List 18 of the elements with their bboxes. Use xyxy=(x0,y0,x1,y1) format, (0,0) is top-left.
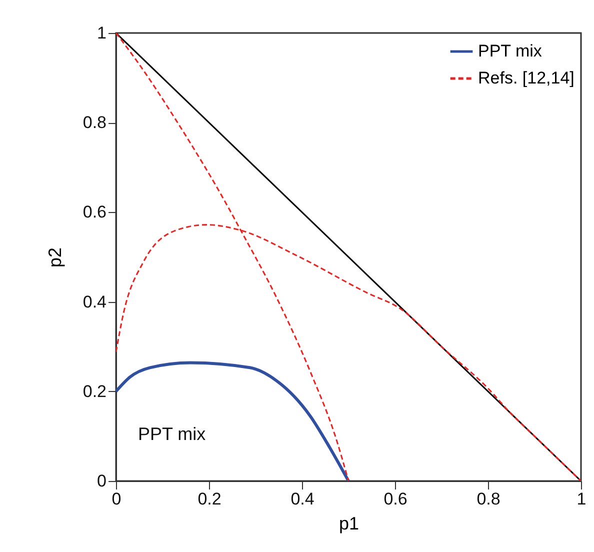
x-tick-label: 1 xyxy=(576,490,586,508)
y-tick-label: 0.4 xyxy=(82,292,106,312)
legend-label: Refs. [12,14] xyxy=(478,68,574,88)
x-tick-label: 0.2 xyxy=(198,490,222,508)
y-tick-label: 1 xyxy=(97,24,106,42)
y-tick-label: 0.6 xyxy=(82,202,106,222)
x-tick-label: 0.8 xyxy=(476,490,500,508)
y-tick-label: 0 xyxy=(97,472,106,490)
x-tick-label: 0 xyxy=(112,490,122,508)
x-axis-title: p1 xyxy=(338,514,360,534)
x-tick-label: 0.6 xyxy=(384,490,408,508)
y-tick-label: 0.2 xyxy=(82,382,106,401)
y-axis-title: p2 xyxy=(44,247,65,268)
annotation: PPT mix xyxy=(138,424,206,444)
x-tick-label: 0.4 xyxy=(290,490,314,508)
y-tick-label: 0.8 xyxy=(82,113,106,132)
legend-label: PPT mix xyxy=(478,42,542,60)
line-series xyxy=(116,361,350,481)
